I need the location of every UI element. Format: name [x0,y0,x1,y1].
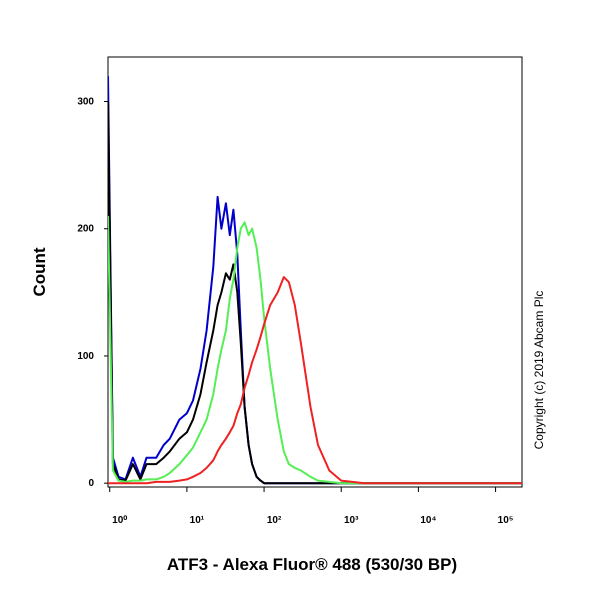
copyright: Copyright (c) 2019 Abcam Plc [532,291,546,450]
x-tick-label: 10² [267,515,282,526]
y-tick-label: 100 [77,351,94,362]
y-tick-label: 300 [77,97,94,108]
histogram-line [108,276,522,485]
x-tick-label: 10¹ [190,515,205,526]
y-tick-label: 200 [77,224,94,235]
y-axis-title: Count [30,247,49,296]
histogram-line [108,101,522,485]
x-tick-label: 10⁴ [420,515,436,526]
plot-frame [107,56,523,488]
x-tick-label: 10⁵ [498,515,514,526]
histogram-line [108,215,522,485]
x-tick-label: 10³ [344,515,359,526]
x-axis-title: ATF3 - Alexa Fluor® 488 (530/30 BP) [167,555,457,574]
y-tick-label: 0 [88,478,94,489]
histogram-line [108,76,522,485]
x-tick-label: 10⁰ [112,515,127,526]
